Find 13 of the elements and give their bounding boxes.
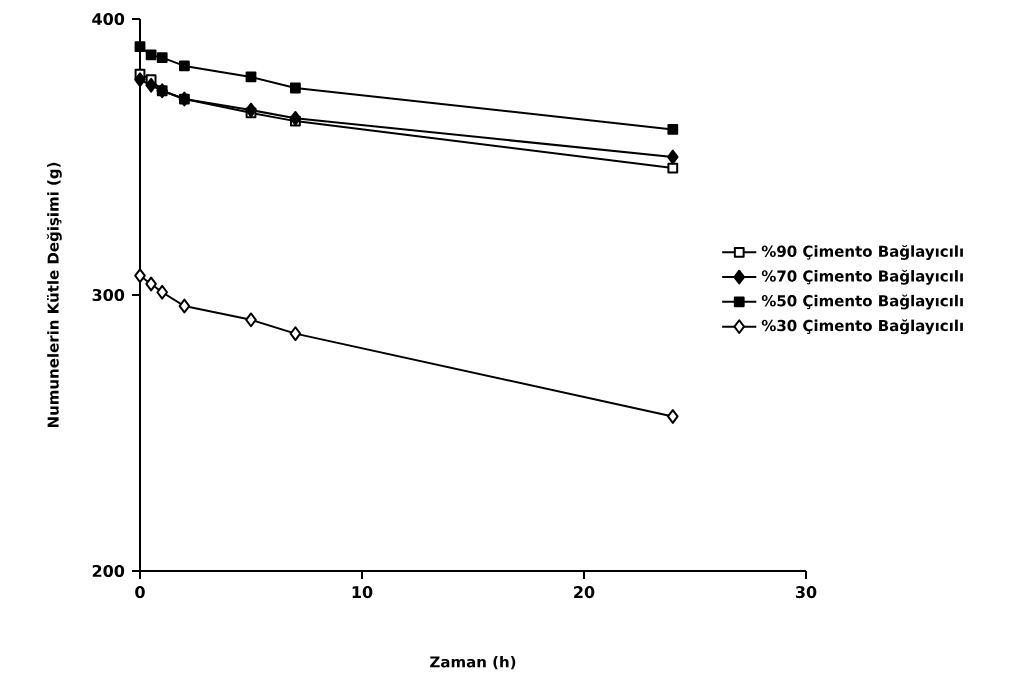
y-axis-title: Numunelerin Kütle Değişimi (g) (46, 162, 62, 428)
x-tick-label: 30 (795, 586, 817, 599)
x-axis-title: Zaman (h) (430, 655, 516, 670)
x-tick-label: 10 (352, 586, 373, 599)
legend-label: %50 Çimento Bağlayıcılı (761, 294, 963, 310)
y-tick-label: 200 (92, 564, 125, 578)
x-tick-label: 0 (135, 586, 145, 599)
legend-label: %30 Çimento Bağlayıcılı (761, 319, 963, 335)
y-tick-label: 300 (92, 288, 125, 302)
y-tick-label: 400 (92, 12, 125, 26)
legend-label: %90 Çimento Bağlayıcılı (761, 244, 963, 260)
legend-label: %70 Çimento Bağlayıcılı (761, 269, 963, 285)
x-tick-label: 20 (574, 586, 595, 599)
